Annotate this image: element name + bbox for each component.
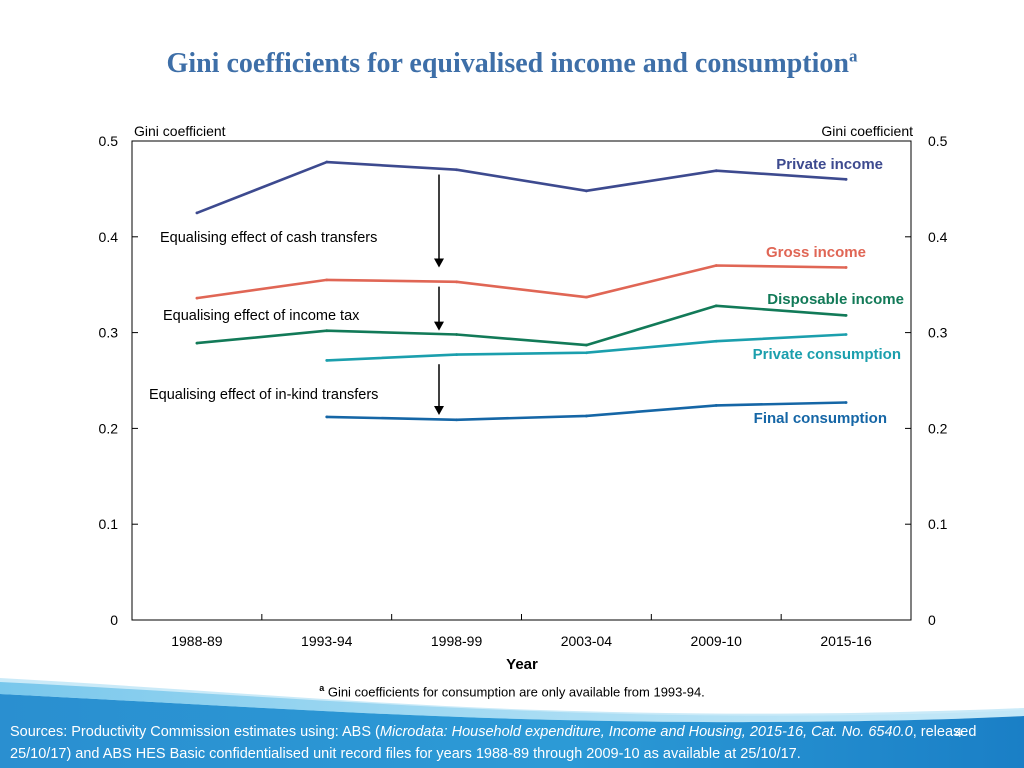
series-line-2 <box>196 304 847 347</box>
data-point-0 <box>844 177 848 181</box>
x-tick-label: 1998-99 <box>431 633 483 649</box>
data-point-1 <box>585 295 588 299</box>
x-axis-title: Year <box>506 656 538 673</box>
page-number: 4 <box>954 725 962 740</box>
x-tick-label: 2015-16 <box>820 633 872 649</box>
y-tick-label-left: 0.4 <box>99 229 119 245</box>
data-point-3 <box>714 339 718 343</box>
data-point-3 <box>844 333 848 336</box>
data-point-1 <box>325 278 329 282</box>
y-axis-title-right: Gini coefficient <box>821 123 913 139</box>
y-tick-label-left: 0.5 <box>99 133 119 149</box>
x-tick-label: 2009-10 <box>691 633 743 649</box>
y-tick-label-left: 0 <box>110 612 118 628</box>
sources-prefix: Sources: Productivity Commission estimat… <box>10 724 380 740</box>
annotation-label: Equalising effect of income tax <box>163 308 360 324</box>
y-tick-label-right: 0 <box>928 612 936 628</box>
y-tick-label-right: 0.2 <box>928 420 948 436</box>
series-line-0 <box>196 160 847 215</box>
footnote-marker: a <box>319 683 325 693</box>
chart-title: Gini coefficients for equivalised income… <box>0 48 1024 80</box>
data-point-3 <box>585 351 588 355</box>
footer-band <box>0 678 1024 768</box>
sources-publication: Microdata: Household expenditure, Income… <box>379 724 913 740</box>
data-point-0 <box>325 160 329 164</box>
data-point-2 <box>325 329 329 333</box>
data-point-4 <box>455 418 458 422</box>
gini-line-chart: 0 0 0.1 0.1 0.2 0.2 0.3 0.3 0.4 0.4 0.5 0.5 1988-89 1… <box>99 123 948 673</box>
data-point-0 <box>455 168 458 172</box>
data-point-2 <box>585 343 588 347</box>
data-point-4 <box>714 404 718 407</box>
series-label-0: Private income <box>776 156 883 173</box>
series-label-3: Private consumption <box>753 346 901 363</box>
data-point-0 <box>714 169 718 173</box>
title-footnote-marker: a <box>848 46 858 66</box>
plot-area-frame <box>131 140 912 621</box>
annotation-label: Equalising effect of in-kind transfers <box>149 387 378 403</box>
footer-wave <box>0 694 1024 768</box>
y-tick-label-left: 0.3 <box>99 325 119 341</box>
data-point-1 <box>195 296 199 300</box>
sources-note: Sources: Productivity Commission estimat… <box>10 721 1000 765</box>
x-tick-label: 2003-04 <box>561 633 613 649</box>
series-label-4: Final consumption <box>754 410 887 427</box>
x-tick-label: 1988-89 <box>171 633 223 649</box>
footer-stripe <box>0 682 1024 723</box>
annotation-arrowhead <box>434 321 444 331</box>
data-point-1 <box>455 280 458 284</box>
data-point-2 <box>714 304 718 308</box>
y-tick-label-right: 0.5 <box>928 133 948 149</box>
data-point-2 <box>195 341 199 345</box>
annotation-arrowhead <box>434 405 444 415</box>
series-line-1 <box>196 264 847 300</box>
annotation-label: Equalising effect of cash transfers <box>160 230 377 246</box>
series-label-2: Disposable income <box>767 291 904 308</box>
x-tick-label: 1993-94 <box>301 633 353 649</box>
chart-title-text: Gini coefficients for equivalised income… <box>166 48 849 79</box>
data-point-3 <box>455 353 458 357</box>
sources-suffix: , released 25/10/17) and ABS HES Basic c… <box>10 724 977 762</box>
data-point-4 <box>325 415 329 419</box>
data-point-2 <box>844 313 848 317</box>
data-point-2 <box>455 333 458 336</box>
y-tick-label-right: 0.4 <box>928 229 948 245</box>
footnote-text: Gini coefficients for consumption are on… <box>324 684 705 700</box>
data-point-1 <box>714 264 718 267</box>
y-tick-label-left: 0.2 <box>99 420 119 436</box>
data-point-4 <box>585 414 588 418</box>
series-label-1: Gross income <box>766 244 866 261</box>
y-tick-label-left: 0.1 <box>99 516 119 532</box>
y-tick-label-right: 0.3 <box>928 325 948 341</box>
data-point-0 <box>585 189 588 193</box>
y-tick-label-right: 0.1 <box>928 516 948 532</box>
data-point-0 <box>195 211 199 215</box>
footnote: a Gini coefficients for consumption are … <box>0 683 1024 699</box>
annotation-arrowhead <box>434 258 444 268</box>
data-point-3 <box>325 358 329 362</box>
data-point-4 <box>844 401 848 404</box>
data-point-1 <box>844 266 848 269</box>
y-axis-title-left: Gini coefficient <box>134 123 226 139</box>
